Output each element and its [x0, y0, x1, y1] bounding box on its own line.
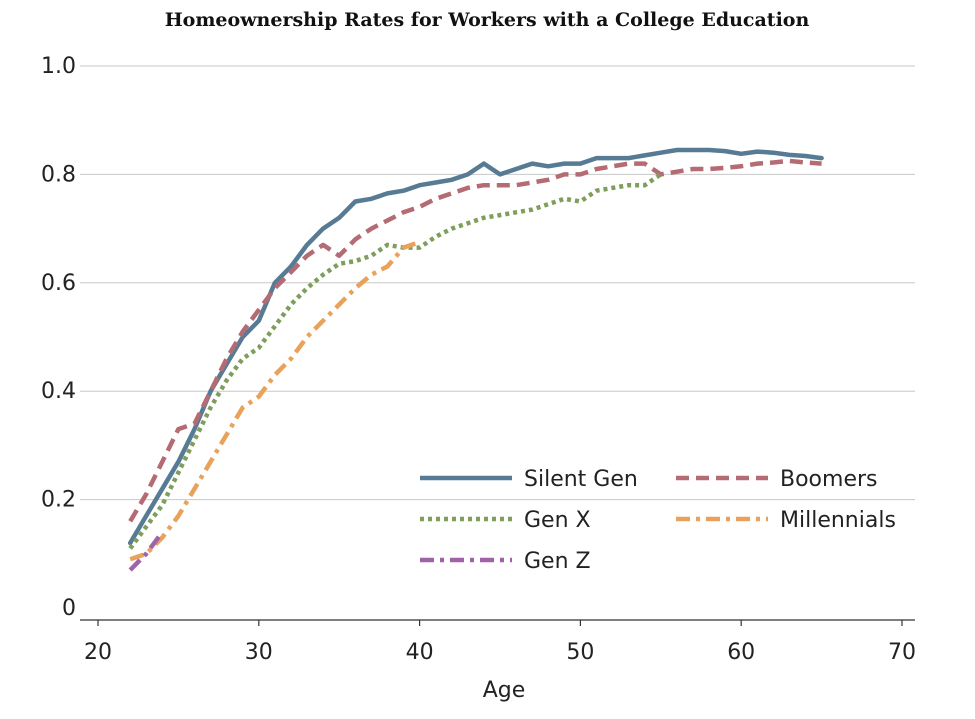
- y-tick-label: 0.6: [41, 271, 76, 296]
- x-tick-label: 20: [84, 640, 112, 665]
- series-line-gen-z: [128, 530, 165, 572]
- x-tick-labels: 20 30 40 50 60 70: [84, 640, 916, 665]
- x-axis-label: Age: [483, 678, 526, 703]
- y-tick-label: 1.0: [41, 54, 76, 79]
- legend-label-boomers: Boomers: [780, 467, 878, 492]
- legend-label-silent-gen: Silent Gen: [524, 467, 638, 492]
- y-tick-label: 0.8: [41, 162, 76, 187]
- x-tick-label: 50: [566, 640, 594, 665]
- y-tick-label: 0: [62, 596, 76, 621]
- legend-label-gen-z: Gen Z: [524, 549, 591, 574]
- series-line-boomers: [128, 158, 822, 523]
- series-line-gen-x: [128, 172, 663, 550]
- y-tick-label: 0.2: [41, 488, 76, 513]
- x-tick-label: 70: [888, 640, 916, 665]
- legend: Silent Gen Boomers Gen X Millennials Gen Z: [420, 467, 896, 574]
- x-tick-label: 60: [727, 640, 755, 665]
- axes: [80, 619, 915, 626]
- x-tick-label: 40: [406, 640, 434, 665]
- series-lines: [127, 147, 824, 572]
- y-tick-labels: 0 0.2 0.4 0.6 0.8 1.0: [41, 54, 76, 621]
- x-tick-label: 30: [245, 640, 273, 665]
- series-line-silent-gen: [127, 147, 824, 546]
- chart-title: Homeownership Rates for Workers with a C…: [165, 9, 810, 31]
- series-line-millennials: [129, 239, 421, 562]
- legend-label-gen-x: Gen X: [524, 508, 591, 533]
- y-tick-label: 0.4: [41, 379, 76, 404]
- legend-label-millennials: Millennials: [780, 508, 896, 533]
- grid-lines: [80, 65, 915, 501]
